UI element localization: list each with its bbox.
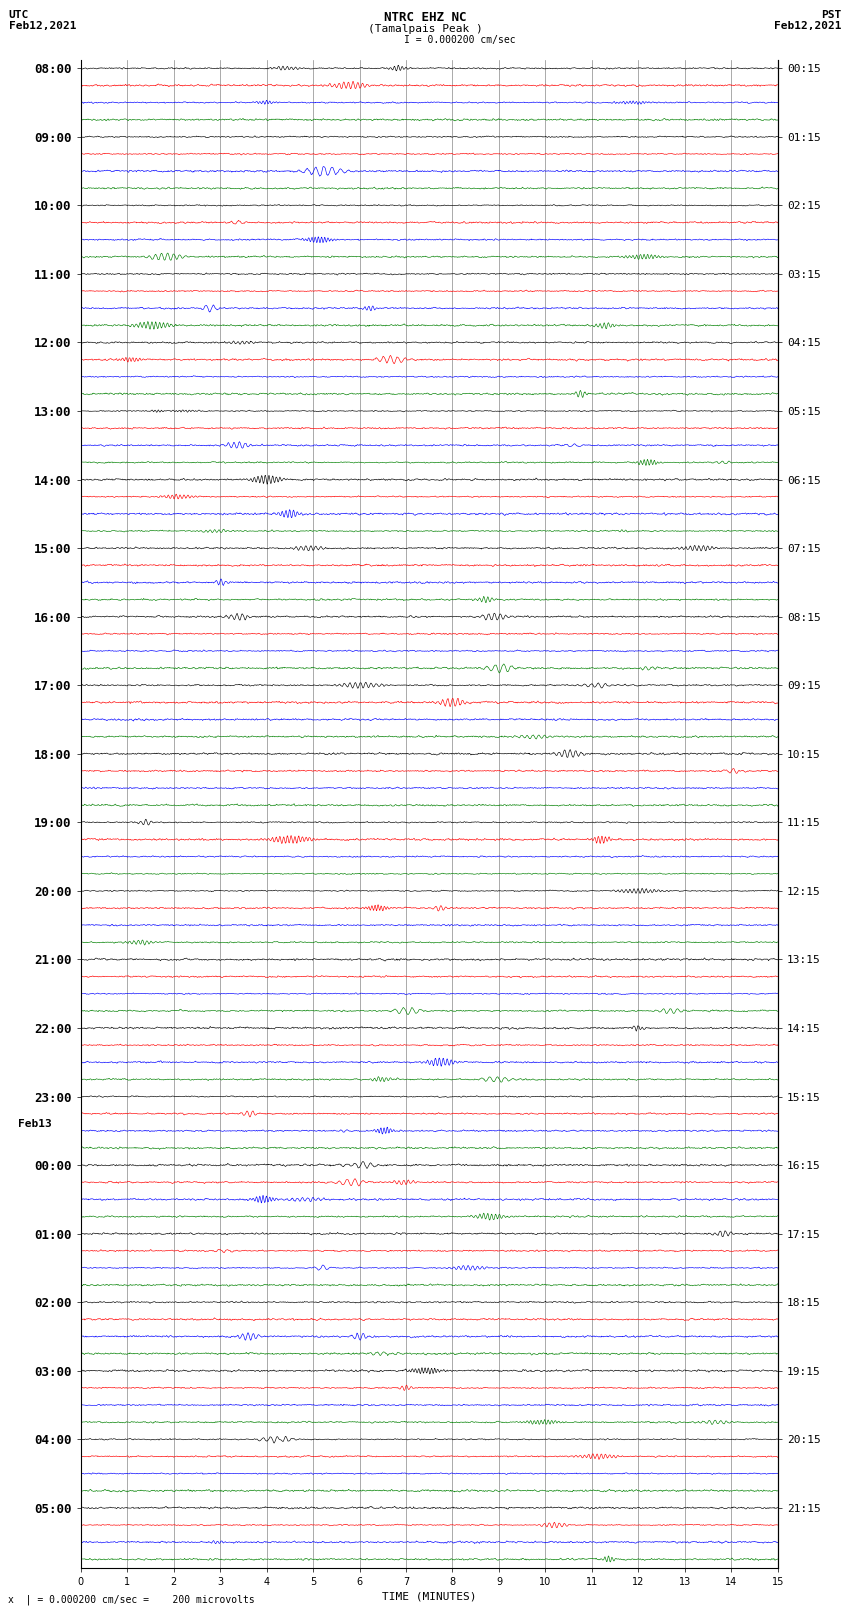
Text: I = 0.000200 cm/sec: I = 0.000200 cm/sec	[404, 35, 515, 45]
Text: Feb13: Feb13	[18, 1119, 52, 1129]
Text: x  | = 0.000200 cm/sec =    200 microvolts: x | = 0.000200 cm/sec = 200 microvolts	[8, 1594, 255, 1605]
Text: Feb12,2021: Feb12,2021	[8, 21, 76, 31]
X-axis label: TIME (MINUTES): TIME (MINUTES)	[382, 1590, 477, 1602]
Text: PST: PST	[821, 10, 842, 19]
Text: (Tamalpais Peak ): (Tamalpais Peak )	[367, 24, 483, 34]
Text: UTC: UTC	[8, 10, 29, 19]
Text: Feb12,2021: Feb12,2021	[774, 21, 842, 31]
Text: NTRC EHZ NC: NTRC EHZ NC	[383, 11, 467, 24]
